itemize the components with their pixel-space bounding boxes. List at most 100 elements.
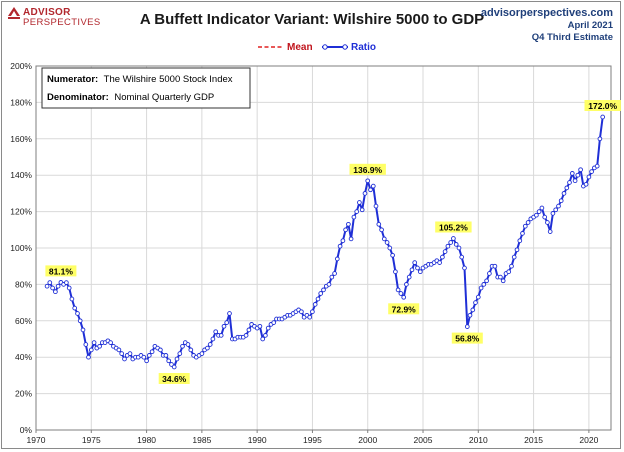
ratio-point xyxy=(80,327,86,333)
ratio-point xyxy=(390,252,395,258)
ratio-point xyxy=(440,254,445,260)
ratio-point xyxy=(260,336,266,342)
y-tick-label: 100% xyxy=(10,243,32,253)
note-box-border xyxy=(41,67,251,109)
ratio-point xyxy=(464,324,470,329)
logo-text-top: ADVISOR xyxy=(23,7,71,18)
y-tick-label: 200% xyxy=(10,61,32,71)
ratio-point xyxy=(583,181,589,187)
ratio-point xyxy=(365,178,371,184)
x-tick-label: 2000 xyxy=(358,435,377,445)
ratio-point xyxy=(451,236,456,241)
note-box: Numerator: The Wilshire 5000 Stock Index… xyxy=(41,67,251,109)
ratio-point xyxy=(600,114,606,120)
ratio-point xyxy=(586,174,592,180)
x-tick-label: 1970 xyxy=(27,435,46,445)
ratio-point xyxy=(171,364,177,370)
ratio-point xyxy=(401,294,407,300)
ratio-point xyxy=(343,227,348,233)
ratio-point xyxy=(158,347,163,353)
ratio-point xyxy=(470,307,476,313)
ratio-point xyxy=(467,312,473,318)
ratio-point xyxy=(409,267,415,273)
ratio-point xyxy=(462,265,467,271)
gridlines xyxy=(35,65,611,431)
ratio-point xyxy=(517,238,523,244)
ratio-point xyxy=(246,327,252,333)
ratio-point xyxy=(312,302,318,307)
plot-area xyxy=(35,65,612,431)
annotation-bg xyxy=(45,265,77,277)
x-tick-label: 1980 xyxy=(137,435,156,445)
advisor-perspectives-logo: ADVISOR PERSPECTIVES xyxy=(8,7,100,28)
ratio-point xyxy=(556,203,561,209)
ratio-point xyxy=(108,340,113,345)
annotation-label: 34.6% xyxy=(162,374,187,384)
ratio-point xyxy=(547,229,553,234)
legend-ratio-marker xyxy=(342,44,348,50)
y-axis-ticks: 0% 20% 40% 60% 80% 100% 120% 140% 160% 180% 200% xyxy=(10,61,32,435)
ratio-point xyxy=(72,305,78,311)
ratio-point xyxy=(210,336,216,342)
ratio-point xyxy=(91,340,97,345)
ratio-point xyxy=(205,345,210,351)
ratio-point xyxy=(575,172,581,178)
x-tick-label: 2020 xyxy=(579,435,598,445)
ratio-point xyxy=(351,214,357,220)
ratio-point xyxy=(509,263,514,269)
ratio-point xyxy=(75,311,80,316)
annotation-label: 105.2% xyxy=(439,223,468,233)
ratio-point xyxy=(299,309,304,315)
ratio-point xyxy=(415,265,420,271)
legend-ratio-label: Ratio xyxy=(351,42,376,53)
ratio-point xyxy=(448,240,454,245)
ratio-point xyxy=(321,287,326,293)
ratio-point xyxy=(594,163,600,169)
ratio-point xyxy=(511,254,517,260)
ratio-point xyxy=(412,260,418,265)
y-tick-label: 120% xyxy=(10,207,32,217)
annotation-bg xyxy=(388,303,420,315)
annotation-bg xyxy=(584,100,621,111)
ratio-point xyxy=(589,169,594,174)
ratio-point xyxy=(553,207,559,213)
ratio-point xyxy=(522,223,528,229)
y-tick-label: 40% xyxy=(15,352,32,362)
ratio-point xyxy=(536,209,542,214)
ratio-point xyxy=(257,323,263,329)
ratio-point xyxy=(569,171,575,176)
ratio-point xyxy=(492,263,498,269)
ratio-point xyxy=(481,282,487,287)
y-tick-label: 140% xyxy=(10,170,32,180)
ratio-point xyxy=(395,287,401,293)
x-tick-label: 1990 xyxy=(248,435,267,445)
y-tick-label: 180% xyxy=(10,97,32,107)
ratio-point xyxy=(498,274,503,280)
ratio-point xyxy=(506,269,512,275)
annotations: 81.1% 34.6% 136.9% 72.9% 105.2% 56.8% 172.0% xyxy=(45,100,621,384)
ratio-point xyxy=(453,242,459,247)
ratio-point xyxy=(53,289,58,295)
ratio-point xyxy=(484,278,489,284)
ratio-point xyxy=(180,343,185,349)
ratio-point xyxy=(456,245,462,251)
logo-mark-icon xyxy=(8,7,20,19)
ratio-point xyxy=(520,231,525,236)
ratio-point xyxy=(368,187,373,193)
annotation-label: 172.0% xyxy=(588,101,617,111)
ratio-point xyxy=(542,214,548,220)
y-tick-label: 0% xyxy=(20,425,33,435)
x-tick-label: 2010 xyxy=(469,435,488,445)
x-tick-label: 2005 xyxy=(414,435,433,445)
ratio-point xyxy=(534,212,539,218)
ratio-point xyxy=(315,296,321,302)
ratio-point xyxy=(500,278,506,284)
y-tick-label: 60% xyxy=(15,316,32,326)
ratio-point xyxy=(340,238,346,244)
ratio-point xyxy=(329,274,335,280)
ratio-point xyxy=(227,311,232,316)
ratio-point xyxy=(55,283,61,289)
ratio-point xyxy=(332,271,337,276)
